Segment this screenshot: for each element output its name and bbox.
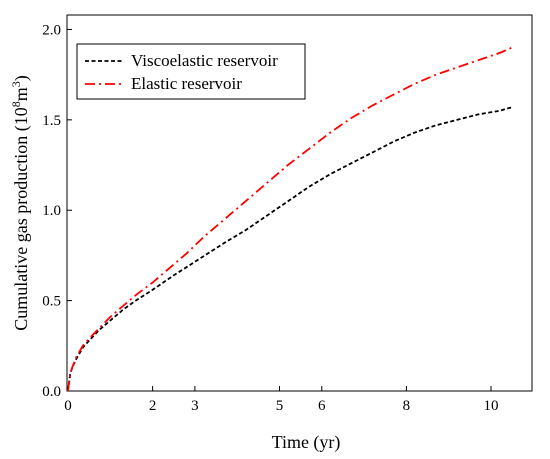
legend-label-elastic: Elastic reservoir bbox=[131, 74, 242, 93]
y-tick-label: 2.0 bbox=[42, 22, 61, 38]
x-tick-label: 10 bbox=[484, 398, 499, 414]
y-tick-label: 0.5 bbox=[42, 294, 61, 310]
y-axis-label-prefix: Cumulative gas production (10 bbox=[11, 107, 32, 330]
x-tick-label: 3 bbox=[191, 398, 199, 414]
y-axis-ticks: 0.0 0.5 1.0 1.5 2.0 bbox=[42, 22, 72, 400]
x-axis-label: Time (yr) bbox=[272, 432, 341, 453]
legend-box bbox=[76, 43, 306, 100]
x-axis-ticks: 0 2 3 5 6 8 10 bbox=[64, 386, 499, 414]
plot-frame bbox=[66, 14, 533, 392]
y-axis-label-superscript-3: 3 bbox=[9, 81, 23, 87]
y-tick-label: 0.0 bbox=[42, 384, 61, 400]
x-tick-label: 8 bbox=[403, 398, 411, 414]
y-tick-label: 1.0 bbox=[42, 203, 61, 219]
x-tick-label: 0 bbox=[64, 398, 72, 414]
y-axis-label-suffix: ) bbox=[11, 75, 32, 81]
y-axis-label: Cumulative gas production (108m3) bbox=[9, 75, 32, 330]
x-tick-label: 2 bbox=[149, 398, 157, 414]
series-line-elastic bbox=[67, 46, 513, 392]
x-tick-label: 5 bbox=[276, 398, 284, 414]
y-axis-label-unit: m bbox=[11, 87, 31, 101]
legend-label-viscoelastic: Viscoelastic reservoir bbox=[131, 51, 278, 70]
series-line-viscoelastic bbox=[67, 106, 513, 392]
series-layer bbox=[67, 46, 513, 392]
legend: Viscoelastic reservoir Elastic reservoir bbox=[76, 43, 306, 100]
y-tick-label: 1.5 bbox=[42, 113, 61, 129]
y-axis-label-superscript-8: 8 bbox=[9, 101, 23, 107]
x-tick-label: 6 bbox=[318, 398, 326, 414]
